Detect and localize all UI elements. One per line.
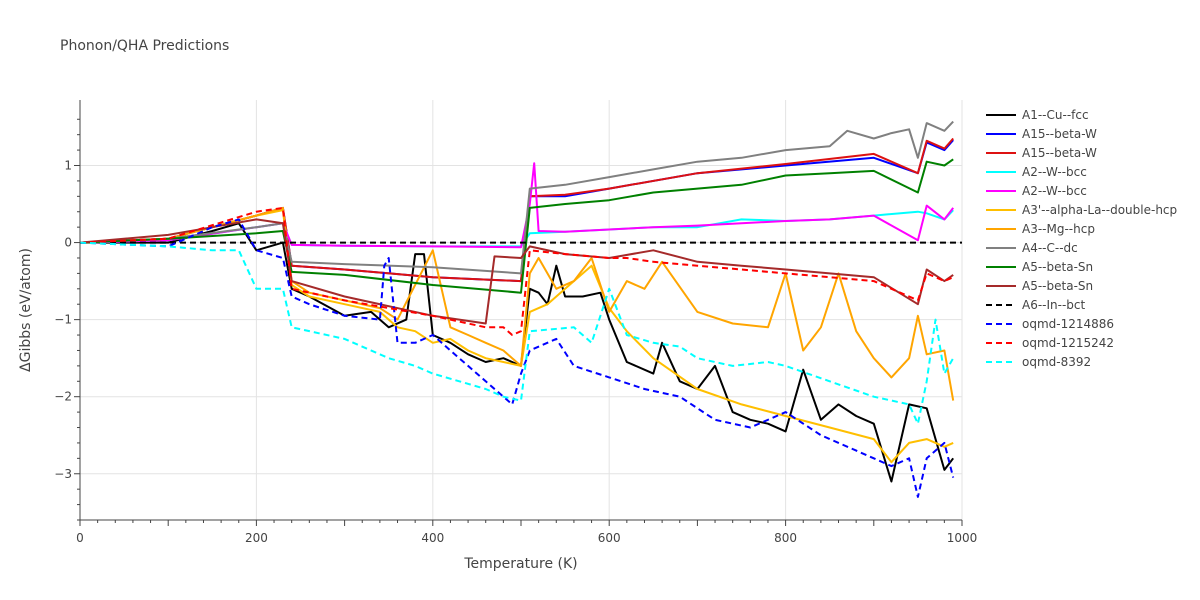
- series-line: [79, 218, 955, 498]
- series-line: [79, 120, 954, 275]
- series-line: [79, 218, 954, 325]
- legend-item: oqmd-1215242: [1022, 336, 1114, 350]
- grid: [80, 100, 963, 520]
- y-tick-label: 0: [64, 236, 72, 250]
- legend-item: A3--Mg--hcp: [1022, 222, 1095, 236]
- x-tick-label: 0: [76, 531, 84, 545]
- x-tick-label: 200: [245, 531, 268, 545]
- series-line: [79, 139, 954, 283]
- x-tick-label: 600: [598, 531, 621, 545]
- chart-title: Phonon/QHA Predictions: [60, 38, 229, 54]
- y-tick-label: −1: [54, 313, 72, 327]
- series-line: [79, 162, 954, 249]
- x-axis-label: Temperature (K): [463, 556, 577, 572]
- legend-item: oqmd-1214886: [1022, 317, 1114, 331]
- legend-item: A5--beta-Sn: [1022, 260, 1093, 274]
- legend-item: A2--W--bcc: [1022, 165, 1087, 179]
- axes: 0 200 400 600 800 1000 −3 −2 −1 0 1: [54, 100, 977, 545]
- x-tick-label: 1000: [947, 531, 978, 545]
- legend-item: A15--beta-W: [1022, 146, 1097, 160]
- series-line: [79, 241, 955, 425]
- x-tick-label: 400: [421, 531, 444, 545]
- series-line: [79, 206, 954, 336]
- series-line: [80, 222, 954, 483]
- legend-item: A1--Cu--fcc: [1022, 108, 1089, 122]
- legend: A1--Cu--fcc A15--beta-W A15--beta-W A2--W--…: [986, 108, 1177, 369]
- legend-item: A5--beta-Sn: [1022, 279, 1093, 293]
- y-axis-label: ΔGibbs (eV/atom): [18, 248, 34, 372]
- legend-item: A2--W--bcc: [1022, 184, 1087, 198]
- legend-item: oqmd-8392: [1022, 355, 1091, 369]
- legend-item: A4--C--dc: [1022, 241, 1078, 255]
- legend-item: A15--beta-W: [1022, 127, 1097, 141]
- y-tick-label: −2: [54, 390, 72, 404]
- x-tick-label: 800: [774, 531, 797, 545]
- series-line: [79, 137, 954, 283]
- y-tick-label: −3: [54, 467, 72, 481]
- legend-item: A3'--alpha-La--double-hcp: [1022, 203, 1177, 217]
- series-lines: [79, 120, 962, 498]
- legend-item: A6--In--bct: [1022, 298, 1086, 312]
- series-line: [79, 209, 954, 464]
- y-tick-label: 1: [64, 159, 72, 173]
